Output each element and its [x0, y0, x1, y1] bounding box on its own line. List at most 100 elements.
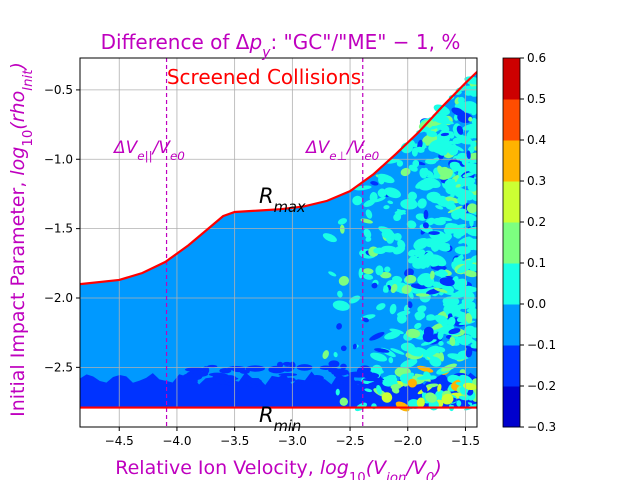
contour-patch — [352, 195, 363, 206]
contour-patch — [421, 385, 428, 393]
contour-patch — [349, 295, 361, 304]
contour-patch — [389, 303, 397, 315]
contour-patch — [390, 383, 402, 390]
colorbar-tick-label: −0.1 — [527, 338, 556, 352]
contour-patch — [464, 86, 477, 96]
contour-patch — [365, 236, 372, 242]
contour-patch — [338, 275, 350, 286]
contour-patch — [429, 270, 435, 280]
contour-patch-dark — [278, 373, 298, 377]
contour-patch — [383, 285, 389, 293]
contour-patch — [447, 205, 463, 214]
contour-patch — [393, 233, 402, 241]
contour-patch — [467, 152, 477, 160]
contour-patch — [322, 233, 337, 243]
contour-patch — [423, 209, 429, 220]
contour-patch — [322, 350, 329, 360]
contour-patch — [363, 228, 372, 239]
contour-patch — [438, 341, 444, 346]
contour-patch — [379, 271, 392, 279]
contour-patch — [384, 331, 401, 340]
contour-patch — [374, 348, 390, 353]
contour-patch — [383, 205, 390, 210]
x-tick-label: −3.0 — [278, 434, 307, 448]
contour-patch — [388, 357, 394, 364]
contour-patch — [363, 273, 374, 280]
contour-patch-dark — [348, 373, 355, 381]
contour-patch — [447, 146, 452, 153]
colorbar-tick-label: 0.0 — [527, 297, 546, 311]
colorbar-segment — [503, 99, 520, 141]
contour-patch — [396, 160, 404, 167]
contour-patch-dark — [294, 379, 303, 386]
contour-patch — [328, 271, 337, 277]
colorbar-tick-label: 0.2 — [527, 215, 546, 229]
contour-patch — [465, 312, 473, 324]
contour-patch — [457, 96, 465, 104]
colorbar-tick-label: 0.1 — [527, 256, 546, 270]
contour-patch — [432, 217, 446, 226]
contour-patch — [429, 356, 442, 367]
plot-frame — [79, 57, 478, 428]
contour-patch — [442, 296, 460, 307]
contour-patch — [456, 255, 464, 261]
contour-patch — [437, 383, 442, 392]
contour-patch — [468, 304, 475, 312]
contour-patch — [466, 150, 471, 160]
contour-patch — [445, 185, 456, 195]
annotation-dv-perp: ΔVe⊥/Ve0 — [304, 138, 379, 163]
contour-patch — [407, 301, 413, 309]
colorbar-tick-label: −0.2 — [527, 379, 556, 393]
contour-patch — [434, 346, 446, 353]
colorbar-segment — [503, 304, 520, 346]
chart-title: Difference of Δpy: "GC"/"ME" − 1, % — [101, 30, 461, 61]
y-tick-label: −2.5 — [44, 360, 73, 374]
contour-patch — [412, 159, 420, 168]
colorbar-segment — [503, 386, 520, 428]
contour-patch — [371, 282, 378, 289]
rmax-curve — [80, 71, 477, 286]
contour-patch — [369, 332, 385, 341]
contour-patch-dark — [285, 377, 296, 382]
contour-patch — [365, 380, 383, 388]
contour-patch — [415, 315, 423, 321]
contour-patch — [412, 257, 428, 269]
contour-patch — [365, 209, 373, 219]
colorbar-tick-label: 0.5 — [527, 92, 546, 106]
contour-patch — [390, 348, 405, 355]
contour-patch — [439, 277, 455, 287]
contour-patch — [451, 208, 467, 217]
contour-patch — [433, 172, 441, 179]
contour-patch — [430, 196, 445, 204]
contour-patch — [448, 328, 461, 335]
contour-patch — [413, 237, 429, 250]
contour-patch — [440, 132, 450, 137]
colorbar-tick-label: 0.4 — [527, 133, 546, 147]
colorbar-segment — [503, 345, 520, 387]
contour-patch — [369, 191, 378, 203]
colorbar-segment — [503, 181, 520, 223]
contour-patch — [465, 345, 477, 352]
contour-patch — [447, 324, 455, 330]
contour-patch — [467, 182, 477, 192]
contour-patch — [339, 397, 348, 406]
contour-patch — [435, 205, 444, 210]
contour-patch — [458, 395, 469, 401]
contour-patch — [423, 167, 429, 173]
contour-patch — [434, 314, 449, 326]
colorbar-segment — [503, 263, 520, 305]
x-axis-label: Relative Ion Velocity, log10(Vion/V0) — [115, 457, 441, 480]
contour-patch — [433, 145, 448, 154]
y-tick-label: −0.5 — [44, 83, 73, 97]
contour-patch — [457, 284, 467, 293]
contour-patch — [407, 378, 417, 388]
contour-patch — [455, 137, 460, 142]
contour-patch — [455, 184, 461, 188]
contour-patch — [430, 254, 447, 267]
x-tick-label: −4.0 — [162, 434, 191, 448]
y-tick-label: −1.0 — [44, 152, 73, 166]
contour-patch — [395, 401, 410, 412]
contour-patch — [440, 140, 452, 149]
contour-patch-dark — [328, 360, 340, 368]
